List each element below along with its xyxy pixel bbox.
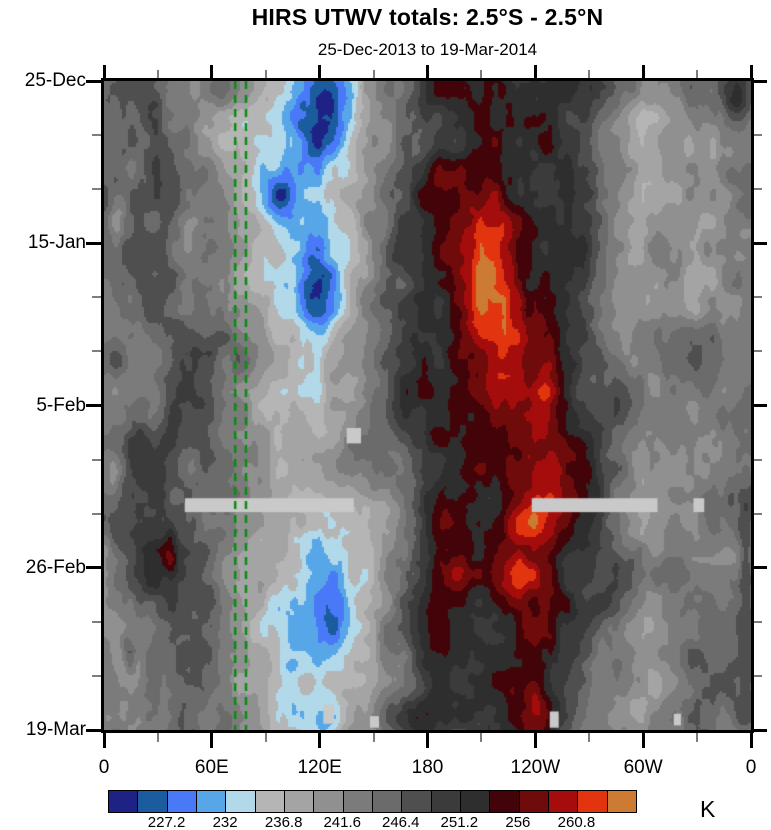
y-tick-label: 19-Mar bbox=[25, 719, 86, 740]
y-minor-tick bbox=[92, 674, 101, 677]
x-major-tick bbox=[426, 733, 429, 748]
y-minor-tick bbox=[92, 458, 101, 461]
y-minor-tick-right bbox=[754, 458, 762, 461]
colorbar-tick-label: 246.4 bbox=[381, 814, 420, 830]
page-title: HIRS UTWV totals: 2.5°S - 2.5°N bbox=[251, 4, 604, 30]
colorbar-tick-label: 227.2 bbox=[147, 814, 186, 830]
y-minor-tick bbox=[92, 134, 101, 137]
x-minor-tick bbox=[696, 733, 699, 742]
y-minor-tick bbox=[92, 512, 101, 515]
colorbar-cell bbox=[460, 791, 491, 812]
x-minor-tick bbox=[480, 733, 483, 742]
x-major-tick-top bbox=[102, 65, 106, 78]
colorbar-tick-label: 236.8 bbox=[264, 814, 303, 830]
y-tick-label: 25-Dec bbox=[24, 70, 86, 91]
x-major-tick bbox=[749, 733, 753, 748]
colorbar-tick-label: 251.2 bbox=[440, 814, 479, 830]
colorbar-cell bbox=[431, 791, 461, 812]
x-major-tick bbox=[102, 733, 106, 748]
plot-frame bbox=[101, 78, 754, 733]
y-major-tick-right bbox=[754, 566, 767, 570]
y-major-tick bbox=[86, 241, 101, 245]
colorbar-tick-label: 232 bbox=[212, 814, 238, 830]
y-tick-label: 5-Feb bbox=[36, 394, 86, 416]
x-tick-label: 0 bbox=[98, 757, 110, 778]
colorbar-cell bbox=[109, 791, 139, 812]
x-major-tick-top bbox=[318, 65, 322, 78]
colorbar-cell bbox=[343, 791, 373, 812]
x-minor-tick bbox=[156, 733, 159, 742]
x-minor-tick-top bbox=[588, 70, 591, 78]
x-major-tick bbox=[318, 733, 322, 748]
x-tick-label: 120W bbox=[510, 757, 561, 778]
x-tick-label: 60E bbox=[194, 757, 229, 778]
x-major-tick-top bbox=[533, 65, 537, 78]
y-minor-tick bbox=[92, 620, 101, 623]
y-minor-tick-right bbox=[754, 350, 762, 353]
colorbar-tick-label: 256 bbox=[505, 814, 531, 830]
colorbar-cell bbox=[607, 791, 636, 812]
colorbar-cell bbox=[167, 791, 197, 812]
x-major-tick bbox=[210, 733, 214, 748]
y-minor-tick-right bbox=[754, 188, 762, 191]
y-minor-tick-right bbox=[754, 134, 762, 137]
y-minor-tick-right bbox=[754, 674, 762, 677]
x-tick-label: 0 bbox=[745, 757, 757, 778]
colorbar-tick-label: 260.8 bbox=[557, 814, 596, 830]
colorbar bbox=[108, 790, 637, 813]
colorbar-units-label: K bbox=[700, 796, 716, 822]
x-major-tick-top bbox=[749, 65, 753, 78]
x-tick-label: 60W bbox=[623, 757, 663, 778]
y-minor-tick-right bbox=[754, 296, 762, 299]
x-major-tick-top bbox=[426, 65, 429, 78]
y-tick-label: 26-Feb bbox=[25, 556, 86, 578]
y-major-tick-right bbox=[754, 79, 767, 83]
x-minor-tick bbox=[588, 733, 591, 742]
colorbar-tick-label: 241.6 bbox=[323, 814, 361, 830]
x-major-tick bbox=[641, 733, 645, 748]
colorbar-cell bbox=[138, 791, 168, 812]
x-tick-label: 180 bbox=[411, 757, 444, 778]
colorbar-cell bbox=[196, 791, 227, 812]
x-minor-tick-top bbox=[696, 70, 699, 78]
colorbar-cell bbox=[548, 791, 579, 812]
x-minor-tick-top bbox=[156, 70, 159, 78]
x-minor-tick-top bbox=[480, 70, 483, 78]
y-minor-tick bbox=[92, 350, 101, 353]
x-major-tick bbox=[533, 733, 537, 748]
x-minor-tick-top bbox=[372, 70, 375, 78]
y-major-tick-right bbox=[754, 241, 767, 245]
colorbar-cell bbox=[284, 791, 315, 812]
x-minor-tick bbox=[372, 733, 375, 742]
x-major-tick-top bbox=[641, 65, 645, 78]
y-minor-tick-right bbox=[754, 512, 762, 515]
y-major-tick-right bbox=[754, 404, 767, 407]
hovmoller-field-canvas bbox=[104, 81, 751, 730]
colorbar-cell bbox=[372, 791, 403, 812]
x-major-tick-top bbox=[210, 65, 214, 78]
colorbar-cell bbox=[314, 791, 344, 812]
plot-subtitle: 25-Dec-2013 to 19-Mar-2014 bbox=[317, 40, 538, 59]
colorbar-cell bbox=[226, 791, 256, 812]
y-major-tick bbox=[86, 404, 101, 407]
y-tick-label: 15-Jan bbox=[27, 232, 86, 254]
y-major-tick bbox=[86, 728, 101, 732]
colorbar-cell bbox=[578, 791, 608, 812]
x-tick-label: 120E bbox=[297, 757, 342, 778]
colorbar-cell bbox=[490, 791, 520, 812]
y-minor-tick bbox=[92, 188, 101, 191]
colorbar-cell bbox=[255, 791, 285, 812]
y-major-tick bbox=[86, 79, 101, 83]
y-minor-tick-right bbox=[754, 620, 762, 623]
y-major-tick bbox=[86, 566, 101, 570]
colorbar-cell bbox=[402, 791, 432, 812]
x-minor-tick bbox=[264, 733, 267, 742]
y-minor-tick bbox=[92, 296, 101, 299]
y-major-tick-right bbox=[754, 728, 767, 732]
x-minor-tick-top bbox=[264, 70, 267, 78]
colorbar-cell bbox=[519, 791, 549, 812]
